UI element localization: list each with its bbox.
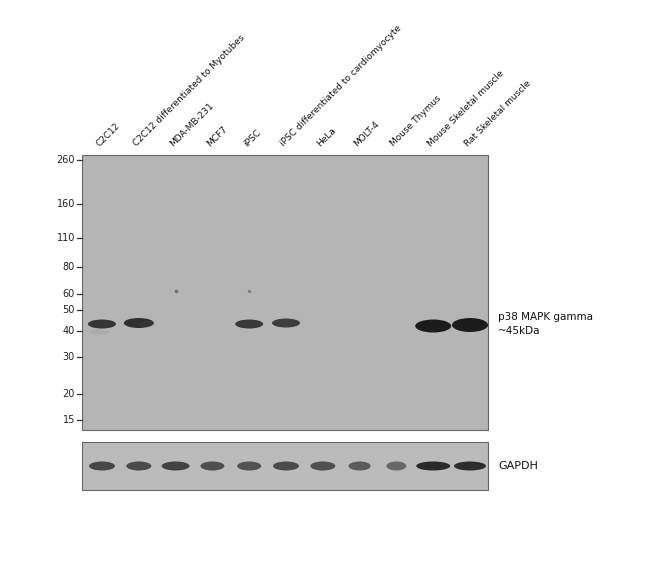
Text: 20: 20	[62, 389, 75, 399]
Text: 30: 30	[63, 352, 75, 362]
Text: 160: 160	[57, 199, 75, 210]
Text: MOLT-4: MOLT-4	[352, 119, 381, 148]
Ellipse shape	[273, 462, 299, 470]
Ellipse shape	[415, 320, 451, 332]
Ellipse shape	[90, 329, 110, 335]
Ellipse shape	[88, 320, 116, 328]
Text: 110: 110	[57, 233, 75, 243]
Bar	[82, 155, 488, 430]
Ellipse shape	[237, 462, 261, 470]
Text: 15: 15	[62, 415, 75, 425]
Text: iPSC: iPSC	[242, 127, 263, 148]
Text: 260: 260	[57, 155, 75, 165]
Text: iPSC differentiated to cardiomyocyte: iPSC differentiated to cardiomyocyte	[279, 23, 403, 148]
Text: MCF7: MCF7	[205, 124, 229, 148]
Text: Rat Skeletal muscle: Rat Skeletal muscle	[463, 79, 532, 148]
Ellipse shape	[124, 318, 154, 328]
Text: GAPDH: GAPDH	[498, 461, 538, 471]
Text: C2C12 differentiated to Myotubes: C2C12 differentiated to Myotubes	[131, 33, 246, 148]
Ellipse shape	[138, 321, 156, 327]
Text: 50: 50	[62, 306, 75, 315]
Text: MDA-MB-231: MDA-MB-231	[168, 101, 216, 148]
Text: p38 MAPK gamma
~45kDa: p38 MAPK gamma ~45kDa	[498, 313, 593, 336]
Ellipse shape	[454, 462, 486, 470]
Ellipse shape	[386, 462, 406, 470]
Bar	[82, 442, 488, 490]
Ellipse shape	[89, 462, 115, 470]
Ellipse shape	[416, 462, 450, 470]
Text: Mouse Thymus: Mouse Thymus	[389, 94, 443, 148]
Ellipse shape	[452, 318, 488, 332]
Text: 60: 60	[63, 289, 75, 299]
Text: 80: 80	[63, 262, 75, 272]
Text: HeLa: HeLa	[315, 126, 338, 148]
Ellipse shape	[200, 462, 224, 470]
Text: Mouse Skeletal muscle: Mouse Skeletal muscle	[426, 68, 506, 148]
Ellipse shape	[272, 318, 300, 328]
Ellipse shape	[310, 462, 335, 470]
Ellipse shape	[126, 462, 151, 470]
Ellipse shape	[348, 462, 370, 470]
Text: 40: 40	[63, 325, 75, 336]
Ellipse shape	[162, 462, 190, 470]
Ellipse shape	[235, 320, 263, 328]
Text: C2C12: C2C12	[95, 121, 122, 148]
